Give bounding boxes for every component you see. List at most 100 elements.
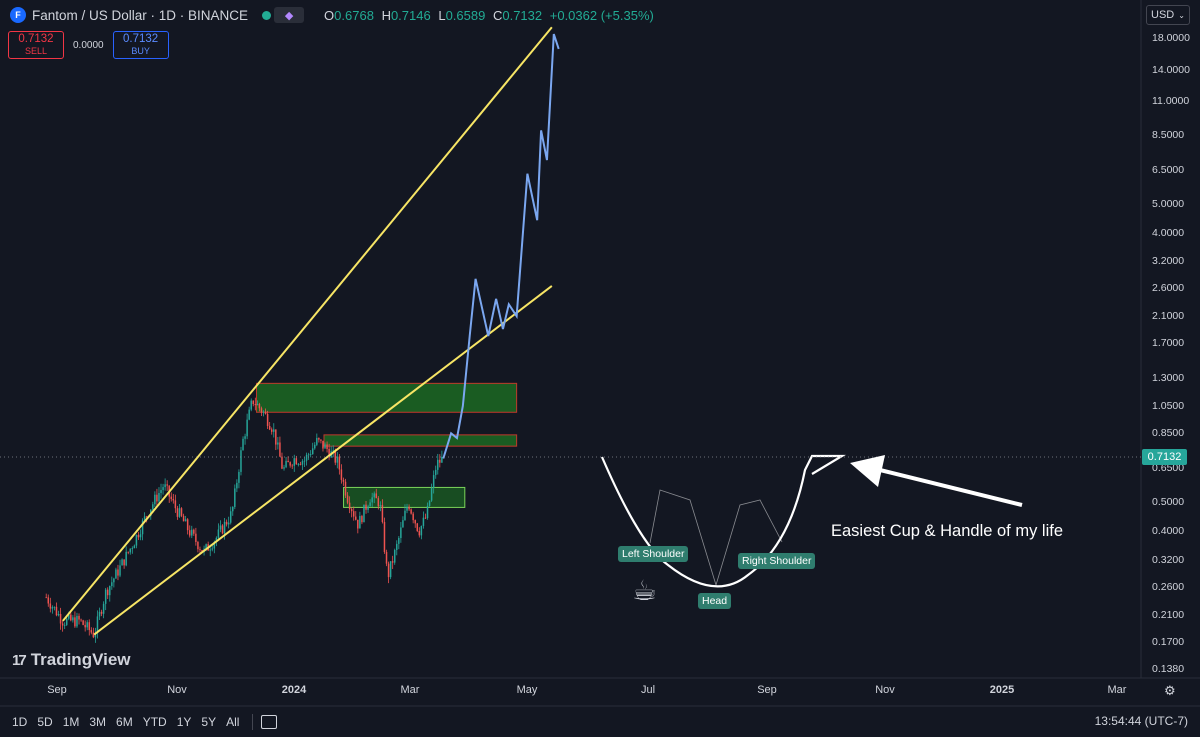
candle <box>227 522 230 525</box>
range-6m[interactable]: 6M <box>116 715 133 729</box>
candle <box>109 586 111 596</box>
candle <box>94 632 97 638</box>
coffee-cup-icon: ☕ <box>632 575 658 606</box>
sell-button[interactable]: 0.7132 SELL <box>8 31 64 59</box>
candle <box>404 510 406 521</box>
candle <box>152 504 154 510</box>
candle <box>74 617 76 627</box>
candle <box>76 615 78 627</box>
candle <box>115 569 117 579</box>
candle <box>158 493 160 502</box>
candle <box>199 549 201 551</box>
candle <box>291 465 293 467</box>
candle <box>332 450 334 452</box>
candle <box>47 597 50 604</box>
candle <box>428 500 431 506</box>
price-tick-label: 1.7000 <box>1152 337 1185 350</box>
candle <box>166 484 168 486</box>
candle <box>363 504 365 523</box>
candle <box>297 463 300 465</box>
candle <box>68 614 70 619</box>
candle <box>72 617 74 621</box>
candle <box>162 487 164 491</box>
candle <box>234 488 236 507</box>
candle <box>193 529 195 534</box>
range-1y[interactable]: 1Y <box>176 715 192 729</box>
candle <box>391 561 394 563</box>
price-tick-label: 1.0500 <box>1152 399 1185 412</box>
price-tick-label: 0.5000 <box>1152 496 1185 509</box>
candle <box>324 444 326 449</box>
price-tick-label: 18.0000 <box>1152 31 1190 44</box>
candle <box>178 508 181 517</box>
candle <box>424 517 427 519</box>
candle <box>65 618 68 625</box>
candle <box>365 504 367 510</box>
candle <box>219 525 222 530</box>
ohlc-readout: O0.6768 H0.7146 L0.6589 C0.7132 +0.0362 … <box>324 7 654 23</box>
candle <box>141 520 144 535</box>
candle <box>156 494 158 502</box>
time-tick-label: Jul <box>640 684 656 696</box>
range-5d[interactable]: 5D <box>37 715 53 729</box>
trade-panel: 0.7132 SELL 0.0000 0.7132 BUY <box>8 31 169 59</box>
candle <box>125 551 127 566</box>
fantom-logo-icon: F <box>10 7 26 23</box>
support-resistance-zone <box>255 382 518 413</box>
clock[interactable]: 13:54:44 (UTC-7) <box>1094 714 1188 728</box>
buy-button[interactable]: 0.7132 BUY <box>112 31 169 59</box>
candle <box>437 459 439 470</box>
projection-path <box>442 33 560 459</box>
candle <box>260 408 263 413</box>
candle <box>236 482 238 489</box>
range-3m[interactable]: 3M <box>89 715 107 729</box>
candle <box>293 458 296 466</box>
candle <box>418 531 421 536</box>
candle <box>172 499 175 501</box>
chevron-down-icon: ⌄ <box>1178 10 1185 20</box>
candle <box>344 481 347 496</box>
calendar-icon[interactable] <box>261 715 278 729</box>
bottom-toolbar: 1D 5D 1M 3M 6M YTD 1Y 5Y All <box>0 707 1200 737</box>
candle <box>334 450 337 463</box>
candle <box>355 516 357 520</box>
arrow-head <box>850 455 885 487</box>
range-ytd[interactable]: YTD <box>142 715 167 729</box>
indicator-icon[interactable]: ◆ <box>274 7 305 23</box>
range-1m[interactable]: 1M <box>62 715 80 729</box>
candle <box>398 537 400 544</box>
candle <box>402 520 404 528</box>
candle <box>266 413 269 427</box>
time-tick-label: Sep <box>47 684 67 696</box>
range-1d[interactable]: 1D <box>12 715 28 729</box>
price-tick-label: 6.5000 <box>1152 163 1185 176</box>
candle <box>154 494 156 505</box>
candle <box>258 403 261 409</box>
candle <box>377 498 380 507</box>
range-5y[interactable]: 5Y <box>201 715 217 729</box>
candle <box>100 611 103 614</box>
candle <box>45 597 47 599</box>
range-all[interactable]: All <box>226 715 240 729</box>
candle <box>268 426 271 430</box>
price-tick-label: 5.0000 <box>1152 197 1185 210</box>
tradingview-logo[interactable]: 17 TradingView <box>12 650 131 669</box>
candle <box>383 522 386 552</box>
price-tick-label: 0.3200 <box>1152 553 1185 566</box>
candle <box>387 563 390 578</box>
candle <box>180 508 183 516</box>
candle <box>55 606 58 616</box>
currency-select[interactable]: USD ⌄ <box>1146 5 1190 25</box>
candle <box>381 505 384 523</box>
candle <box>371 497 373 503</box>
candle <box>375 493 378 499</box>
candle <box>406 506 408 511</box>
chart-header: F Fantom / US Dollar · 1D · BINANCE ◆ O0… <box>0 0 654 30</box>
candle <box>281 456 283 469</box>
candle <box>434 469 437 476</box>
candle <box>275 429 277 445</box>
tradingview-logo-icon: 17 <box>12 651 27 669</box>
symbol-title[interactable]: Fantom / US Dollar · 1D · BINANCE <box>32 7 249 23</box>
gear-icon[interactable]: ⚙ <box>1164 683 1176 698</box>
